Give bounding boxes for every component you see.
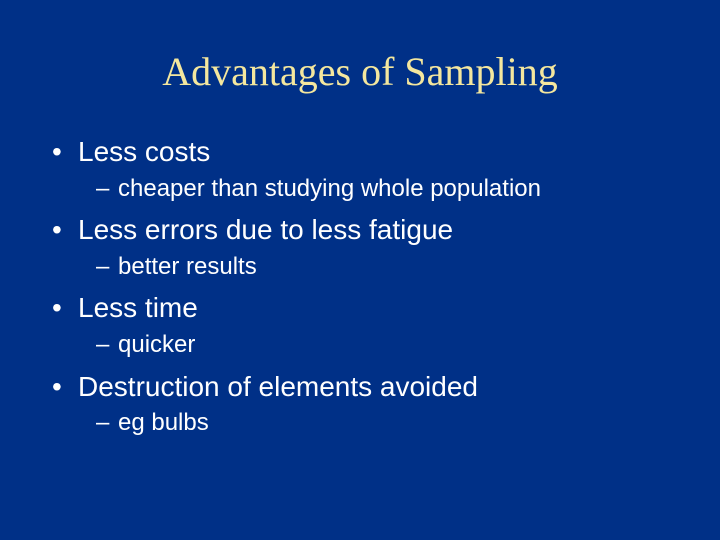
slide-title: Advantages of Sampling xyxy=(40,48,680,95)
dash-icon: – xyxy=(96,173,118,205)
bullet-icon: • xyxy=(48,368,78,406)
sub-text: cheaper than studying whole population xyxy=(118,173,680,205)
sub-text: eg bulbs xyxy=(118,407,680,439)
dash-icon: – xyxy=(96,407,118,439)
sub-item: – better results xyxy=(96,251,680,283)
slide: Advantages of Sampling • Less costs – ch… xyxy=(0,0,720,540)
bullet-row: • Less errors due to less fatigue xyxy=(48,211,680,249)
list-item: • Less errors due to less fatigue – bett… xyxy=(48,211,680,283)
bullet-icon: • xyxy=(48,211,78,249)
dash-icon: – xyxy=(96,329,118,361)
bullet-row: • Less costs xyxy=(48,133,680,171)
sub-list: – eg bulbs xyxy=(48,407,680,439)
bullet-text: Less costs xyxy=(78,133,680,171)
bullet-text: Destruction of elements avoided xyxy=(78,368,680,406)
list-item: • Less time – quicker xyxy=(48,289,680,361)
list-item: • Destruction of elements avoided – eg b… xyxy=(48,368,680,440)
list-item: • Less costs – cheaper than studying who… xyxy=(48,133,680,205)
bullet-text: Less errors due to less fatigue xyxy=(78,211,680,249)
bullet-list: • Less costs – cheaper than studying who… xyxy=(40,133,680,440)
bullet-icon: • xyxy=(48,133,78,171)
bullet-row: • Less time xyxy=(48,289,680,327)
sub-text: better results xyxy=(118,251,680,283)
sub-item: – quicker xyxy=(96,329,680,361)
sub-list: – cheaper than studying whole population xyxy=(48,173,680,205)
dash-icon: – xyxy=(96,251,118,283)
sub-list: – quicker xyxy=(48,329,680,361)
sub-item: – cheaper than studying whole population xyxy=(96,173,680,205)
sub-text: quicker xyxy=(118,329,680,361)
bullet-row: • Destruction of elements avoided xyxy=(48,368,680,406)
sub-list: – better results xyxy=(48,251,680,283)
bullet-text: Less time xyxy=(78,289,680,327)
bullet-icon: • xyxy=(48,289,78,327)
sub-item: – eg bulbs xyxy=(96,407,680,439)
